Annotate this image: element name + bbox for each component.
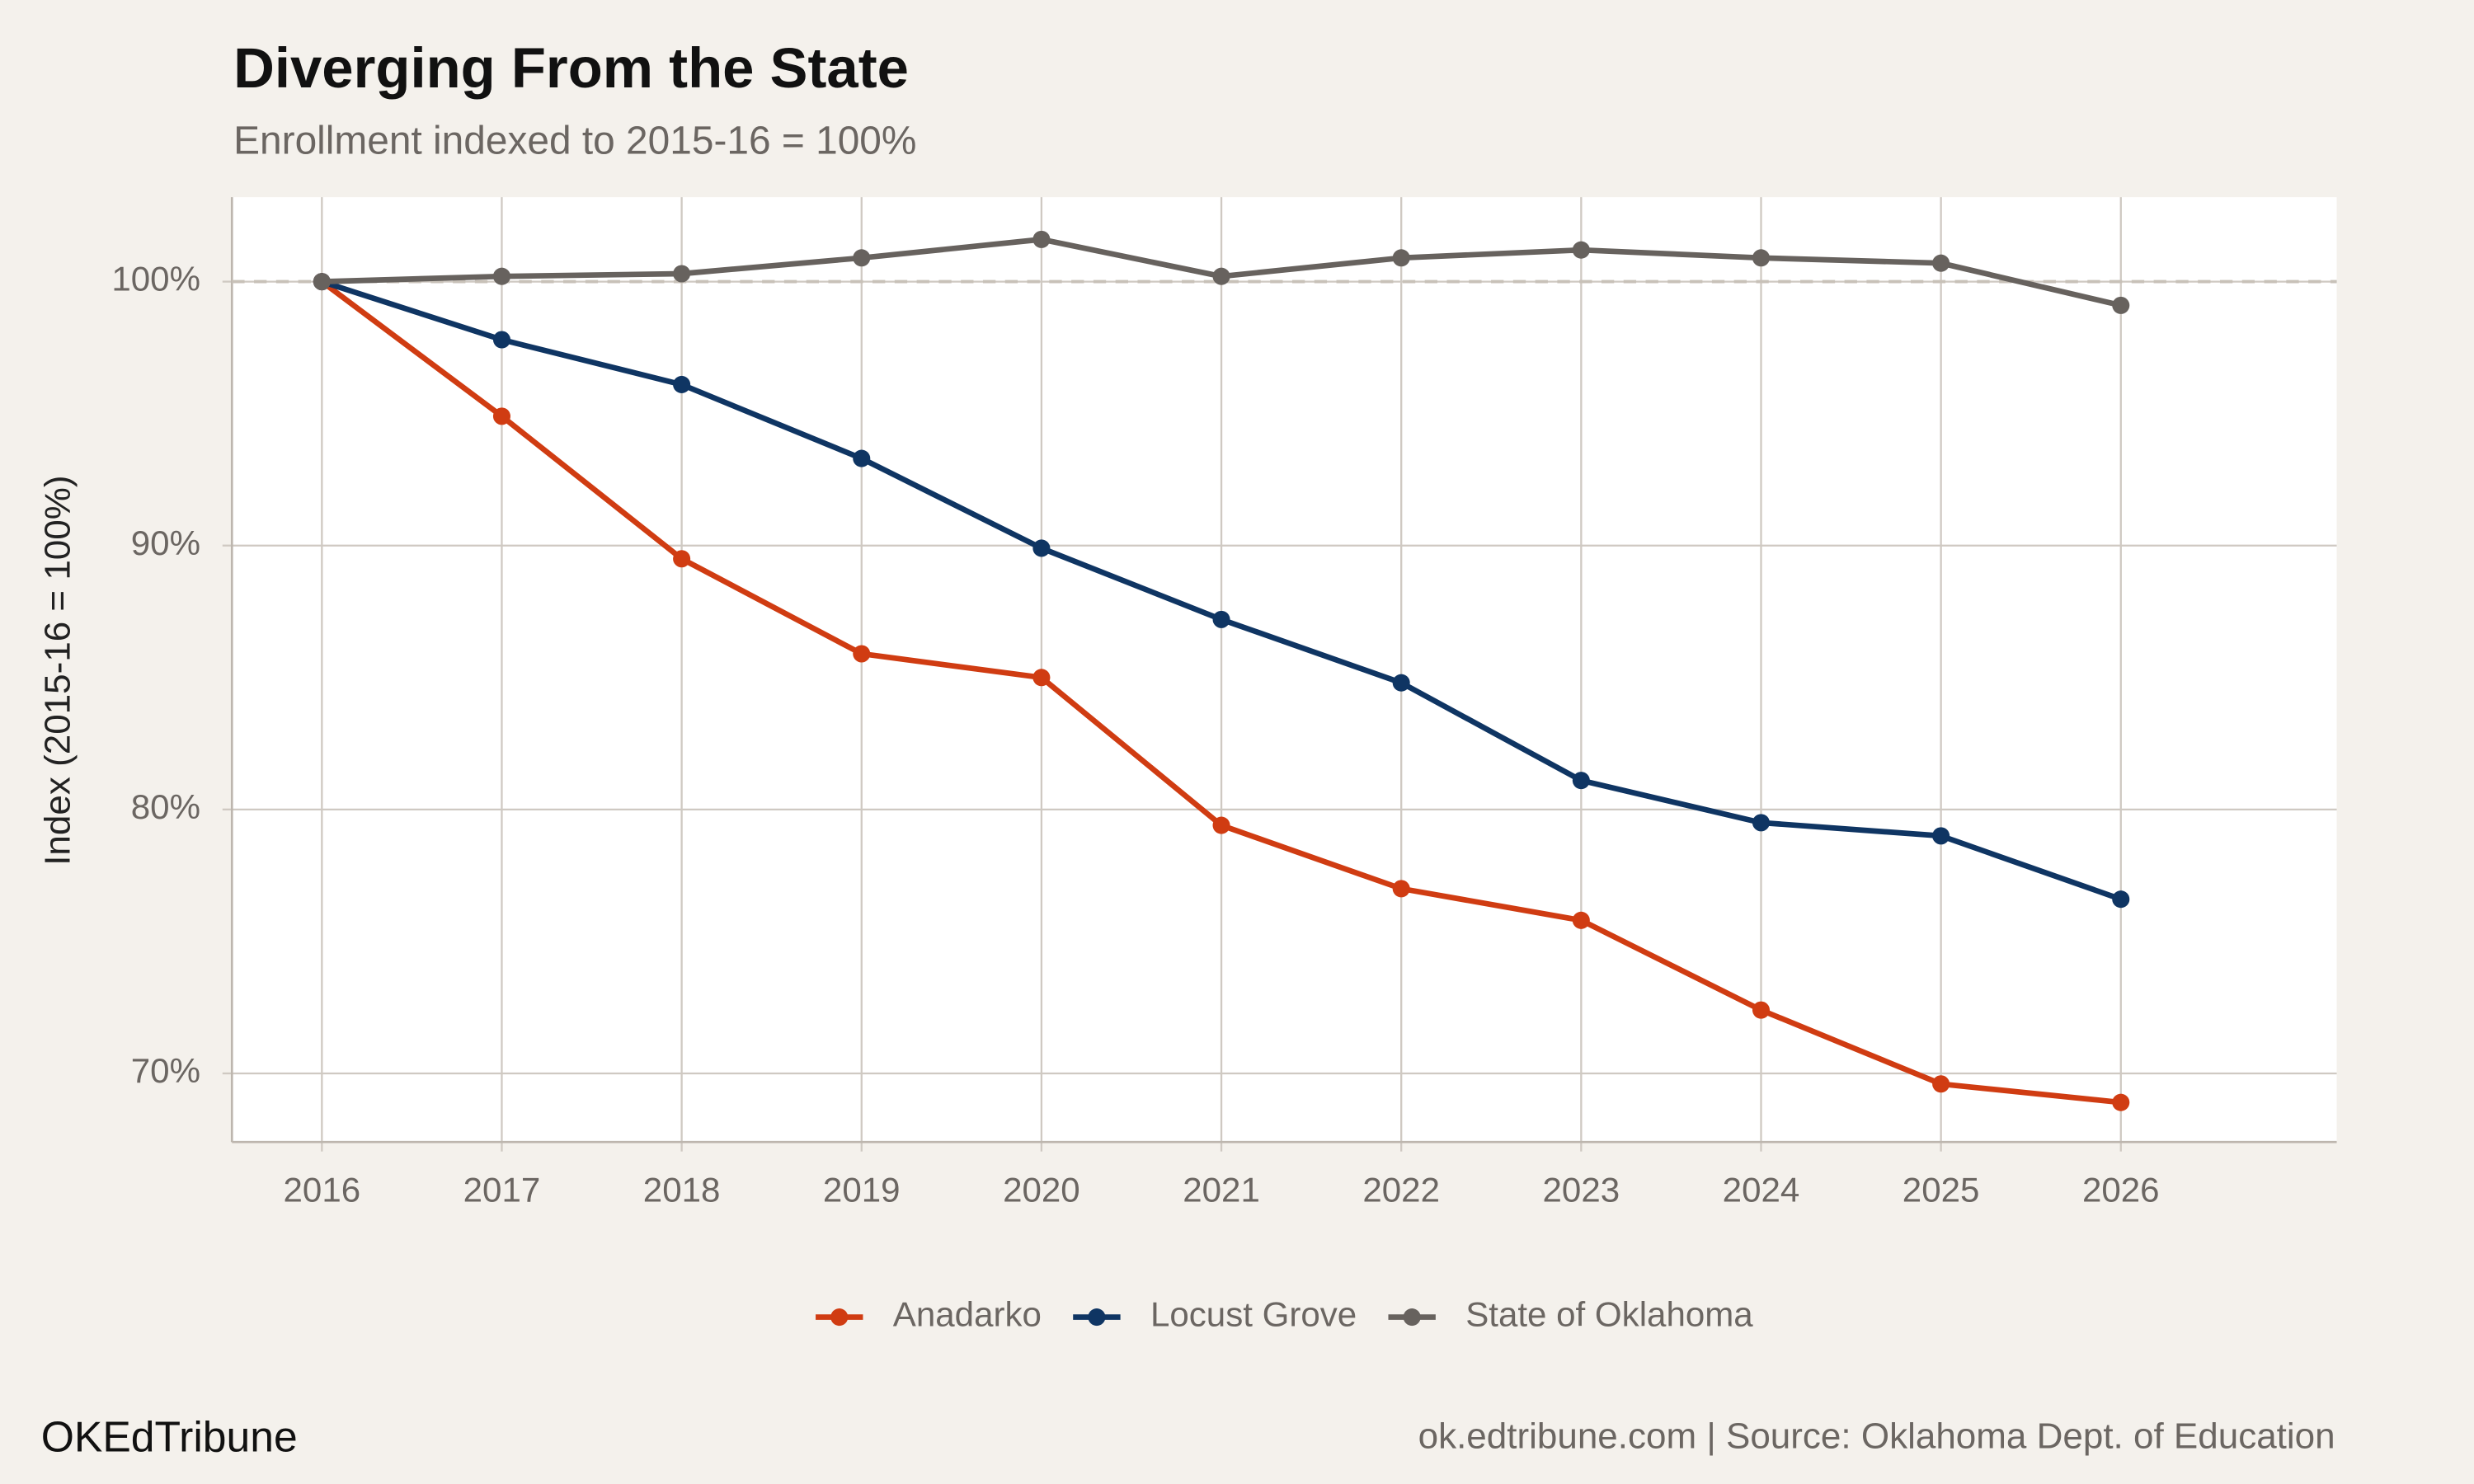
data-point — [1572, 911, 1590, 929]
data-point — [1752, 249, 1771, 267]
y-tick-label: 70% — [131, 1051, 200, 1090]
data-point — [2112, 296, 2130, 314]
data-point — [853, 645, 871, 663]
data-point — [2112, 1093, 2130, 1111]
x-tick-label: 2016 — [284, 1171, 361, 1209]
footer-left: OKEdTribune — [41, 1412, 298, 1460]
legend-item: Anadarko — [816, 1295, 1042, 1334]
data-point — [1932, 1075, 1950, 1093]
y-tick-label: 100% — [111, 260, 200, 298]
data-point — [673, 265, 691, 283]
legend: Anadarko Locust Grove State of Oklahoma — [816, 1295, 1753, 1334]
data-point — [313, 273, 331, 291]
y-tick-label: 90% — [131, 524, 200, 562]
legend-item: State of Oklahoma — [1388, 1295, 1753, 1334]
x-tick-label: 2025 — [1903, 1171, 1980, 1209]
legend-label: Anadarko — [893, 1295, 1042, 1334]
footer-right: ok.edtribune.com | Source: Oklahoma Dept… — [1418, 1416, 2335, 1457]
chart-subtitle: Enrollment indexed to 2015-16 = 100% — [233, 120, 916, 163]
data-point — [1932, 254, 1950, 272]
x-tick-label: 2018 — [643, 1171, 721, 1209]
data-point — [1752, 814, 1771, 832]
plot-panel — [232, 197, 2337, 1143]
data-point — [1752, 1001, 1771, 1019]
x-tick-label: 2023 — [1543, 1171, 1620, 1209]
legend-key — [1403, 1308, 1421, 1327]
y-tick-label: 80% — [131, 787, 200, 826]
x-tick-label: 2024 — [1723, 1171, 1800, 1209]
data-point — [1032, 230, 1051, 248]
x-tick-label: 2017 — [463, 1171, 541, 1209]
data-point — [1572, 772, 1590, 790]
x-tick-label: 2026 — [2082, 1171, 2160, 1209]
data-point — [1392, 249, 1410, 267]
x-tick-label: 2019 — [823, 1171, 901, 1209]
data-point — [1032, 669, 1051, 687]
data-point — [492, 407, 510, 425]
data-point — [2112, 890, 2130, 909]
data-point — [853, 449, 871, 467]
x-tick-label: 2020 — [1003, 1171, 1080, 1209]
legend-item: Locust Grove — [1073, 1295, 1357, 1334]
legend-key — [830, 1308, 849, 1327]
data-point — [853, 249, 871, 267]
data-point — [1212, 816, 1230, 834]
legend-label: State of Oklahoma — [1465, 1295, 1753, 1334]
data-point — [492, 331, 510, 349]
data-point — [1932, 827, 1950, 845]
y-axis-label: Index (2015-16 = 100%) — [37, 475, 78, 865]
data-point — [492, 267, 510, 285]
legend-label: Locust Grove — [1150, 1295, 1357, 1334]
data-point — [1212, 610, 1230, 628]
data-point — [1212, 267, 1230, 285]
data-point — [673, 375, 691, 393]
data-point — [1032, 539, 1051, 557]
data-point — [1392, 674, 1410, 692]
x-tick-label: 2021 — [1183, 1171, 1260, 1209]
x-tick-label: 2022 — [1362, 1171, 1440, 1209]
data-point — [673, 550, 691, 568]
data-point — [1392, 880, 1410, 898]
chart-title: Diverging From the State — [233, 36, 909, 100]
data-point — [1572, 241, 1590, 259]
legend-key — [1088, 1308, 1106, 1327]
